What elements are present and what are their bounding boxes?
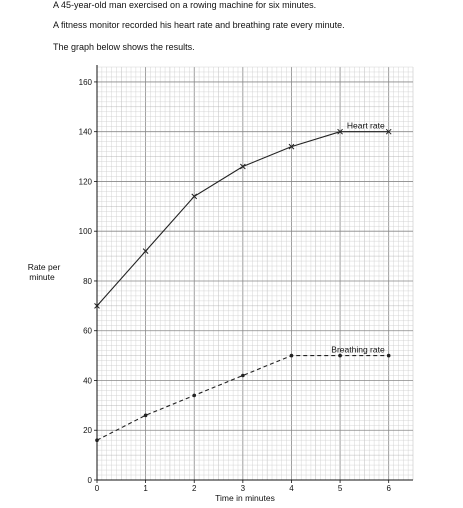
series-label-breathing-rate: Breathing rate xyxy=(331,345,385,355)
y-tick-label: 80 xyxy=(83,277,92,286)
x-tick-label: 0 xyxy=(95,484,100,493)
x-tick-label: 3 xyxy=(241,484,246,493)
x-tick-label: 2 xyxy=(192,484,197,493)
heart-rate-point xyxy=(337,128,343,135)
series-label-heart-rate: Heart rate xyxy=(347,121,385,131)
x-tick-label: 6 xyxy=(386,484,391,493)
heart-rate-point xyxy=(288,143,295,150)
y-tick-label: 40 xyxy=(83,376,92,385)
y-tick-label: 0 xyxy=(88,476,93,485)
y-tick-label: 140 xyxy=(79,128,93,137)
chart-plot: Heart rate Breathing rate xyxy=(94,121,392,442)
y-axis-label-line-1: Rate per xyxy=(28,262,61,272)
intro-line-2: A fitness monitor recorded his heart rat… xyxy=(53,20,345,30)
y-tick-label: 60 xyxy=(83,327,92,336)
breathing-rate-point xyxy=(386,353,391,358)
x-axis-label: Time in minutes xyxy=(215,493,275,503)
heart-rate-point xyxy=(94,302,100,309)
y-tick-label: 120 xyxy=(79,177,93,186)
x-tick-label: 1 xyxy=(143,484,148,493)
breathing-rate-point xyxy=(143,413,148,418)
x-tick-label: 4 xyxy=(289,484,294,493)
breathing-rate-point xyxy=(192,393,197,398)
heart-rate-point xyxy=(239,163,246,170)
chart-axes xyxy=(96,65,413,481)
y-tick-label: 160 xyxy=(79,78,93,87)
breathing-rate-point xyxy=(338,353,342,358)
heart-rate-point xyxy=(191,193,198,200)
breathing-rate-point xyxy=(241,373,245,378)
breathing-rate-point xyxy=(289,353,294,358)
y-tick-label: 20 xyxy=(83,426,92,435)
breathing-rate-point xyxy=(95,438,99,442)
x-tick-label: 5 xyxy=(338,484,343,493)
heart-rate-point xyxy=(385,128,392,135)
heart-rate-point xyxy=(142,248,149,254)
y-tick-label: 100 xyxy=(79,227,93,236)
intro-line-3: The graph below shows the results. xyxy=(53,42,195,52)
intro-line-1: A 45-year-old man exercised on a rowing … xyxy=(53,0,317,10)
y-axis-label-line-2: minute xyxy=(29,272,55,282)
